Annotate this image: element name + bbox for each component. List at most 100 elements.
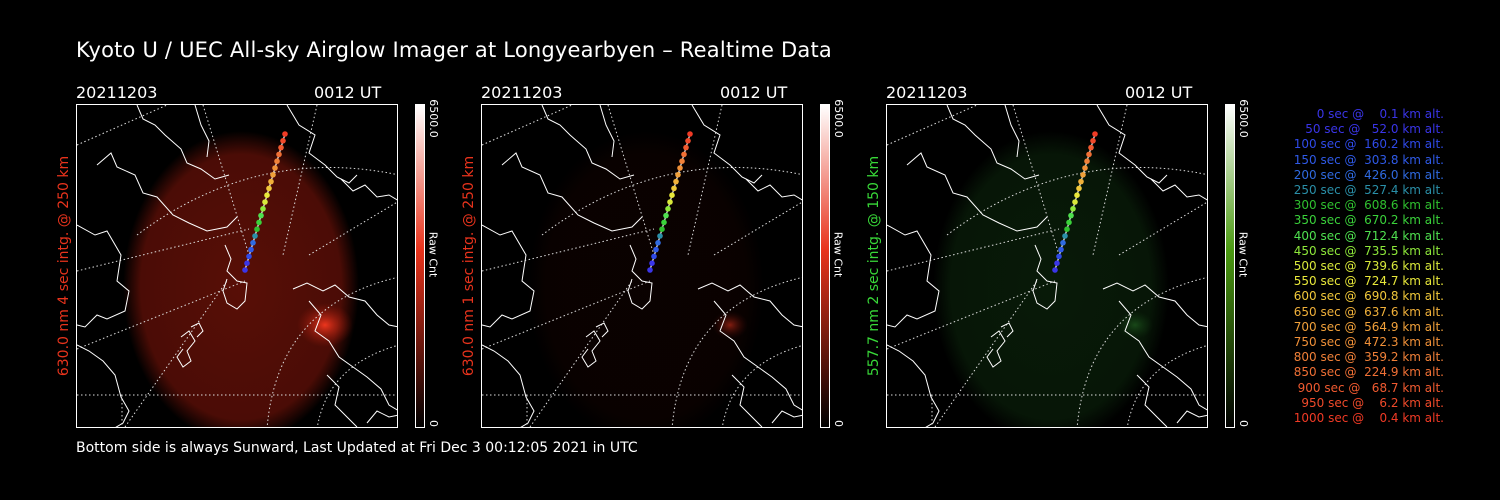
track-point (685, 138, 691, 144)
coastline (745, 178, 802, 201)
track-point (256, 219, 262, 226)
coastline (136, 105, 230, 180)
panel-1-time: 0012 UT (314, 83, 382, 102)
coastline (1102, 282, 1207, 328)
track-point (661, 219, 667, 226)
track-point (248, 246, 254, 253)
track-point (266, 185, 272, 192)
track-point (1052, 267, 1058, 273)
track-point (254, 226, 260, 232)
track-point (671, 185, 677, 192)
coastline (986, 330, 1006, 368)
coastline (77, 344, 130, 427)
legend-entry: 900 sec @ 68.7 km alt. (1297, 380, 1444, 395)
sky-image-svg (77, 105, 397, 427)
coastline (1136, 374, 1168, 427)
coastline (308, 300, 397, 411)
legend-entry: 350 sec @ 670.2 km alt. (1293, 213, 1444, 228)
track-point (282, 131, 288, 137)
legend-entry: 650 sec @ 637.6 km alt. (1293, 304, 1444, 319)
coastline (887, 344, 940, 427)
footer-status: Bottom side is always Sunward, Last Upda… (76, 440, 638, 456)
panel-2-ylabel: 630.0 nm 1 sec intg. @ 250 km (461, 155, 477, 377)
panel-3-image (886, 104, 1208, 428)
legend-entry: 400 sec @ 712.4 km alt. (1293, 228, 1444, 243)
airglow-bright-spot (297, 303, 353, 347)
coastline (190, 322, 204, 338)
legend-entry: 700 sec @ 564.9 km alt. (1293, 319, 1444, 334)
track-point (679, 158, 685, 164)
coastline (581, 330, 601, 368)
coastline (96, 152, 238, 232)
legend-entry: 50 sec @ 52.0 km alt. (1305, 122, 1444, 137)
coastline (1150, 178, 1207, 201)
track-point (675, 172, 681, 178)
track-point (667, 199, 673, 205)
panel-1-cbar-max: 6500.0 (426, 99, 440, 138)
legend-entry: 750 sec @ 472.3 km alt. (1293, 335, 1444, 350)
track-point (1072, 199, 1078, 205)
coastline (731, 374, 763, 427)
track-point (657, 233, 663, 239)
legend-entry: 300 sec @ 608.6 km alt. (1293, 198, 1444, 213)
airglow-disk (528, 131, 764, 427)
track-point (681, 151, 687, 158)
track-point (262, 199, 268, 205)
track-point (1088, 144, 1094, 151)
panel-3-ylabel: 557.7 nm 2 sec intg. @ 150 km (866, 155, 882, 377)
panel-1-ylabel: 630.0 nm 4 sec intg. @ 250 km (56, 155, 72, 377)
track-point (1086, 151, 1092, 158)
panel-1-cbar-min: 0 (426, 420, 440, 427)
panel-3-date: 20211203 (886, 83, 968, 102)
coastline (77, 224, 130, 328)
legend-entry: 850 sec @ 224.9 km alt. (1293, 365, 1444, 380)
coastline (222, 244, 248, 310)
panel-1-colorbar (415, 104, 425, 428)
track-point (270, 172, 276, 178)
track-point (687, 131, 693, 137)
legend-entry: 0 sec @ 0.1 km alt. (1316, 107, 1444, 121)
coastline (1096, 105, 1168, 184)
coastline (366, 410, 397, 424)
legend-entry: 800 sec @ 359.2 km alt. (1293, 350, 1444, 365)
legend-entry: 250 sec @ 527.4 km alt. (1293, 183, 1444, 198)
track-point (1056, 253, 1062, 260)
coastline (176, 330, 196, 368)
coastline (1176, 410, 1207, 424)
track-point (1068, 212, 1074, 219)
coastline (501, 152, 643, 232)
track-point (1074, 192, 1080, 198)
track-point (1082, 165, 1088, 171)
track-point (655, 240, 661, 246)
coastline (691, 105, 763, 184)
coastline (599, 105, 615, 158)
track-point (1058, 246, 1064, 253)
panel-3-cbar-label: Raw Cnt (1236, 231, 1250, 278)
panel-3-cbar-min: 0 (1236, 420, 1250, 427)
panel-3-cbar-max: 6500.0 (1236, 99, 1250, 138)
track-point (268, 178, 274, 185)
track-point (673, 178, 679, 185)
legend-entry: 450 sec @ 735.5 km alt. (1293, 243, 1444, 258)
panel-2-date: 20211203 (481, 83, 563, 102)
coastline (1032, 244, 1058, 310)
coastline (541, 105, 635, 180)
airglow-bright-spot (1117, 311, 1153, 339)
track-point (276, 151, 282, 158)
coastline (292, 282, 397, 328)
panel-2-cbar-label: Raw Cnt (831, 231, 845, 278)
track-point (683, 144, 689, 151)
panel-1-cbar-label: Raw Cnt (426, 231, 440, 278)
legend-entry: 600 sec @ 690.8 km alt. (1293, 289, 1444, 304)
track-point (665, 206, 671, 212)
track-point (677, 165, 683, 171)
panel-1-image (76, 104, 398, 428)
track-point (258, 212, 264, 219)
track-point (250, 240, 256, 246)
track-point (242, 267, 248, 273)
coastline (906, 152, 1048, 232)
legend-entry: 150 sec @ 303.8 km alt. (1293, 152, 1444, 167)
track-point (272, 165, 278, 171)
panel-3-colorbar (1225, 104, 1235, 428)
legend-entry: 1000 sec @ 0.4 km alt. (1293, 411, 1444, 426)
